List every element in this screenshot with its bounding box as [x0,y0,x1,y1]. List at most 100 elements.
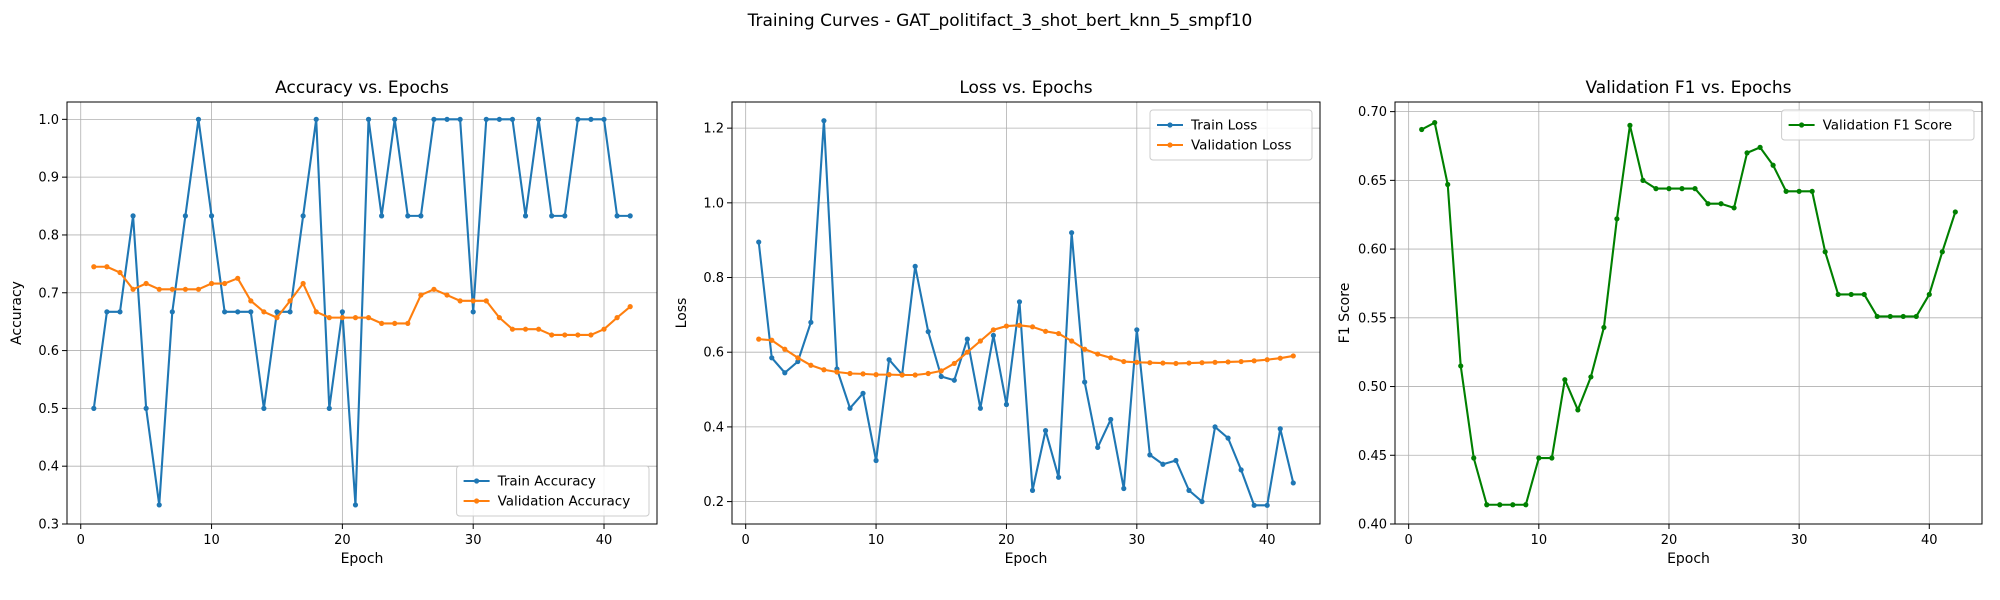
data-point [1848,291,1854,298]
data-point [601,326,607,332]
series-validation-accuracy [91,264,633,338]
data-point [392,116,398,122]
data-point [1225,435,1231,441]
data-point [1134,359,1140,365]
data-point [756,336,762,342]
data-point [1484,502,1490,508]
y-tick-label: 1.2 [703,122,724,137]
legend-marker [1799,122,1805,128]
legend-entry: Train Loss [1157,118,1257,134]
data-point [431,116,437,122]
data-point [795,355,801,361]
y-tick-label: 0.70 [1358,105,1387,120]
subplot-validation-f1-vs-epochs: 0 10 20 30 40 0.40 0.45 0.50 0.55 0.60 0.65 0.70 Val… [1337,78,1983,567]
x-axis-label: Epoch [1005,551,1048,567]
data-point [575,332,581,338]
data-point [431,286,437,292]
data-point [964,349,970,355]
data-point [782,346,788,352]
data-point [195,286,202,292]
x-tick-label: 40 [1921,533,1938,548]
data-point [990,327,997,333]
data-point [352,315,359,321]
data-point [313,116,319,122]
data-point [1121,358,1127,365]
data-point [1069,230,1075,236]
data-point [339,309,345,315]
x-tick-label: 40 [1259,533,1276,548]
data-point [248,298,254,304]
data-point [1147,360,1153,366]
data-point [379,320,385,327]
data-point [326,315,332,321]
y-axis-label: Accuracy [9,281,25,345]
series-train-accuracy [91,116,633,508]
data-point [261,405,267,411]
legend-label: Validation Accuracy [498,494,631,510]
x-tick-label: 10 [1531,533,1548,548]
data-point [1653,185,1659,192]
legend-marker [474,498,480,504]
data-point [1575,407,1581,413]
data-point [1666,185,1672,192]
data-point [457,298,463,304]
data-point [169,286,175,292]
series-validation-f1-score [1419,120,1958,508]
data-point [1186,487,1192,493]
data-point [614,213,620,219]
data-point [365,315,372,321]
data-point [195,116,202,122]
data-point [1042,328,1049,334]
x-tick-label: 10 [868,533,885,548]
data-point [444,292,450,298]
legend-box [1781,109,1975,141]
data-point [977,405,983,411]
y-tick-label: 0.60 [1358,243,1387,258]
data-point [1029,324,1036,330]
data-point [1497,502,1503,508]
x-tick-label: 0 [742,533,750,548]
data-point [1796,188,1802,194]
data-point [117,269,123,276]
data-point [104,309,110,315]
data-point [1445,181,1451,188]
subplot-title: Accuracy vs. Epochs [275,78,449,98]
data-point [1549,455,1555,461]
data-point [1212,424,1218,430]
series-train-loss [756,118,1296,508]
data-point [235,309,241,315]
data-point [601,116,607,122]
data-point [522,326,529,332]
data-point [549,332,555,338]
data-point [274,315,280,321]
legend-entry: Validation Loss [1157,138,1292,154]
data-point [847,370,853,377]
data-point [925,329,931,335]
data-point [1692,185,1698,192]
data-point [860,371,866,377]
data-point [1679,185,1685,192]
legend: Train Accuracy Validation Accuracy [456,465,650,517]
legend-box [1149,109,1313,161]
legend-entry: Validation F1 Score [1788,118,1952,134]
x-axis-label: Epoch [1667,551,1710,567]
data-point [1095,444,1101,451]
data-point [1419,126,1425,133]
data-point [1134,327,1140,333]
data-point [1016,322,1023,328]
data-point [496,315,502,321]
x-tick-label: 30 [1791,533,1808,548]
y-tick-label: 0.7 [38,286,59,301]
data-point [156,502,162,508]
data-point [1874,313,1880,320]
data-point [1160,360,1166,366]
subplot-loss-vs-epochs: 0 10 20 30 40 0.2 0.4 0.6 0.8 1.0 1.2 Loss vs. Epoc… [674,78,1321,567]
data-point [821,118,827,124]
legend-label: Train Accuracy [497,474,596,490]
series-line [1421,121,1957,506]
data-point [1939,249,1945,255]
data-point [470,298,476,304]
data-point [1147,452,1153,458]
data-point [444,116,450,122]
data-point [627,304,633,310]
